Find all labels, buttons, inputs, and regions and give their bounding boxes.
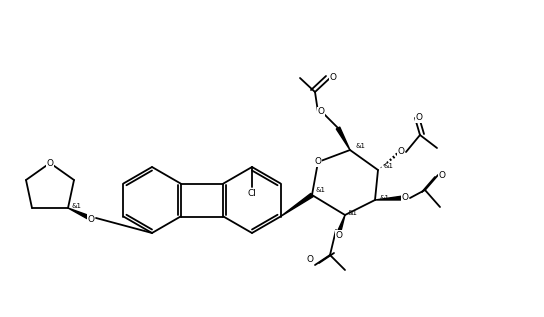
Text: O: O: [401, 192, 409, 202]
Text: O: O: [306, 256, 313, 264]
Text: &1: &1: [383, 163, 393, 169]
Polygon shape: [68, 208, 91, 220]
Polygon shape: [281, 193, 313, 217]
Text: &1: &1: [316, 187, 326, 193]
Text: &1: &1: [355, 143, 365, 149]
Text: O: O: [416, 113, 423, 122]
Text: O: O: [398, 147, 405, 157]
Text: O: O: [88, 215, 95, 223]
Text: Cl: Cl: [248, 190, 256, 198]
Polygon shape: [336, 215, 345, 236]
Polygon shape: [336, 127, 350, 150]
Polygon shape: [375, 196, 403, 200]
Text: O: O: [46, 158, 53, 167]
Text: &1: &1: [380, 195, 390, 201]
Text: O: O: [336, 230, 343, 240]
Text: O: O: [438, 171, 446, 179]
Text: &1: &1: [348, 210, 358, 216]
Text: O: O: [318, 107, 325, 117]
Text: O: O: [330, 73, 337, 81]
Text: &1: &1: [72, 203, 82, 209]
Text: O: O: [314, 158, 322, 166]
